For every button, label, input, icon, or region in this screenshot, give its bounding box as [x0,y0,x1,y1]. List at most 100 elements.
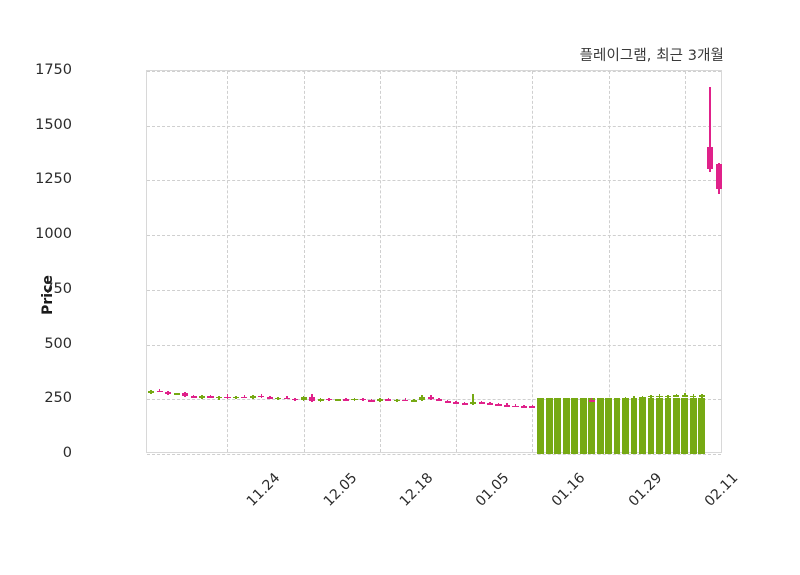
grid-line-horizontal [147,344,721,346]
candle-wick [472,394,474,406]
grid-line-horizontal [147,289,721,291]
volume-bar [698,397,706,454]
chart-title: 플레이그램, 최근 3개월 [579,48,724,64]
candle-body-up [563,402,570,405]
candle-body-down [258,395,265,398]
candle-body-up [580,400,587,402]
candle-body-up [622,397,629,400]
candle-wick [506,403,508,407]
candle-body-down [343,399,350,401]
candle-body-up [173,393,180,395]
volume-bar [639,397,646,454]
volume-bar [596,397,604,454]
candle-body-down [503,404,511,407]
candle-body-up [690,395,697,398]
candle-body-down [359,398,367,401]
candle-body-down [165,391,172,395]
candle-body-up [376,399,383,402]
candle-body-down [182,393,189,397]
candle-body-up [554,403,561,405]
candle-wick [345,397,347,401]
y-tick-1000: 1000 [35,226,72,243]
candle-body-down [156,390,163,393]
candle-body-up [571,401,578,404]
grid-line-horizontal [147,454,721,455]
candle-body-up [639,396,646,399]
candle-body-down [368,400,375,402]
volume-bar [613,397,621,454]
y-tick-1750: 1750 [35,62,72,78]
candle-body-down [326,398,333,401]
volume-bar [647,397,655,454]
candle-wick [531,404,534,408]
x-tick-12.05: 12.05 [320,470,361,510]
candle-body-up [215,396,223,399]
candle-body-up [664,395,671,398]
grid-line-vertical [456,71,458,452]
candle-body-down [190,396,197,398]
candle-body-up [410,400,417,402]
grid-line-horizontal [147,71,721,72]
candle-body-down [207,396,214,398]
candle-body-down [715,164,722,190]
candle-body-down [707,146,714,170]
x-tick-12.18: 12.18 [396,470,437,510]
volume-bar [656,397,663,454]
candle-body-up [334,399,341,401]
candle-body-up [656,395,663,398]
candle-body-down [588,400,595,402]
candle-body-down [283,397,290,400]
candle-body-down [453,402,460,404]
candle-body-up [698,395,705,397]
candle-body-up [647,395,655,398]
y-tick-0: 0 [62,445,72,461]
y-tick-1250: 1250 [35,171,72,188]
y-tick-1500: 1500 [35,116,72,133]
candle-body-down [529,406,536,408]
x-axis-tick-labels: 11.24 12.05 12.18 01.05 01.16 01.29 02.11 [0,470,800,530]
volume-bar [588,397,596,454]
candle-body-down [478,401,485,404]
candle-body-down [292,398,299,401]
candle-body-down [427,396,434,400]
grid-line-vertical [379,71,381,452]
candle-body-up [605,399,612,402]
volume-bar [554,397,562,454]
candle-body-up [470,401,477,405]
candle-body-up [419,396,426,401]
volume-bar [673,397,680,454]
candle-body-up [673,394,680,397]
volume-bar [664,397,672,454]
y-tick-500: 500 [44,335,72,352]
grid-line-vertical [532,71,534,452]
y-tick-750: 750 [44,280,72,297]
candle-body-up [614,398,621,401]
candle-body-up [249,395,256,398]
y-tick-250: 250 [44,390,72,407]
volume-bar [681,397,689,454]
candle-body-down [487,403,494,405]
x-tick-11.24: 11.24 [244,470,284,510]
candle-body-up [537,405,544,408]
volume-bar [562,397,570,454]
candle-body-up [351,398,358,401]
candle-body-down [461,403,468,405]
volume-bar [689,397,697,454]
candle-body-up [317,398,324,401]
volume-bar [630,397,638,454]
candle-body-up [232,396,239,399]
candle-body-down [385,399,392,401]
candle-body-down [436,399,443,402]
volume-bar [579,397,587,454]
grid-line-vertical [303,71,305,452]
candle-body-down [266,397,273,399]
x-tick-01.05: 01.05 [472,470,513,510]
candle-body-down [241,396,248,399]
candle-body-down [224,396,231,399]
volume-bar [605,397,613,454]
volume-bar [571,397,579,454]
candle-body-up [148,390,155,393]
candle-body-down [309,397,316,401]
grid-line-horizontal [147,125,721,127]
volume-bar [622,397,629,454]
